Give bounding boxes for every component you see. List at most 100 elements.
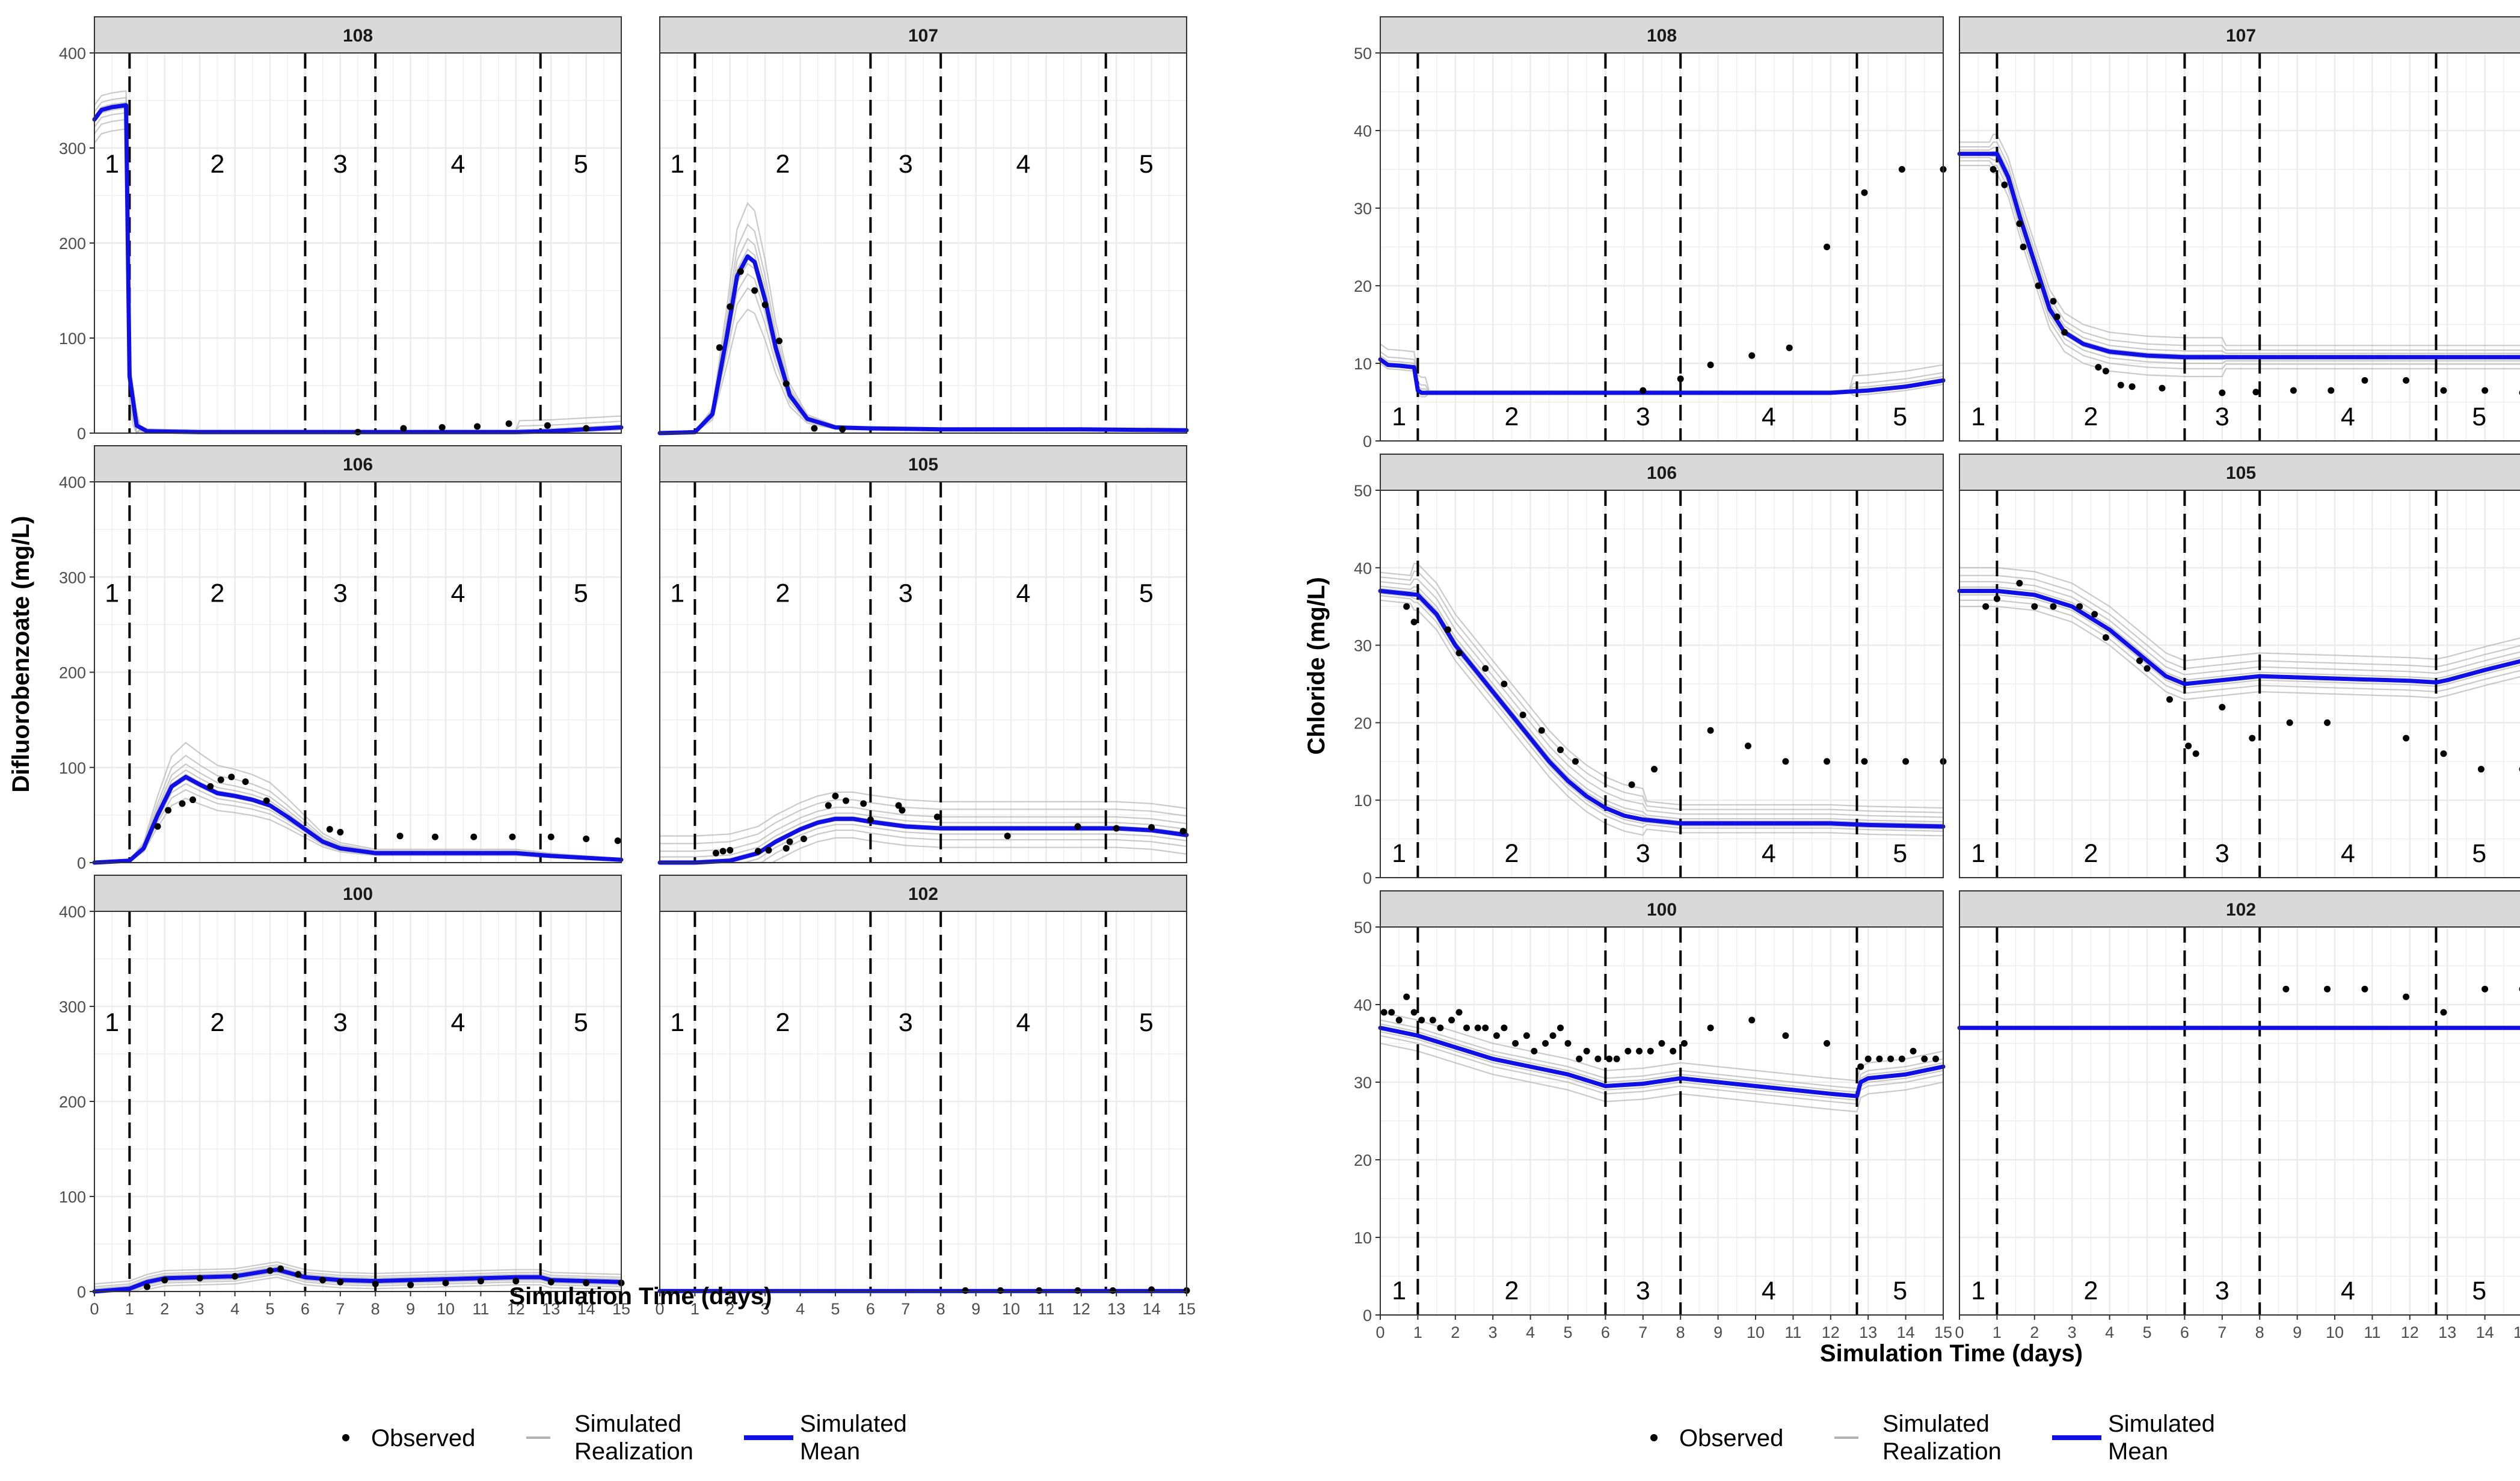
phase-label-2: 2 <box>775 150 790 179</box>
x-tick-label: 9 <box>2293 1323 2302 1341</box>
observed-point <box>2166 696 2173 703</box>
y-tick-label: 50 <box>1354 482 1372 500</box>
observed-point <box>2050 603 2057 610</box>
phase-label-3: 3 <box>2215 402 2230 431</box>
realization-line <box>660 824 1187 864</box>
observed-point <box>1864 1055 1872 1062</box>
legend-realization-label-2: Realization <box>574 1438 693 1465</box>
x-tick-label: 3 <box>2068 1323 2077 1341</box>
observed-points <box>716 268 846 433</box>
observed-point <box>1549 1032 1557 1039</box>
observed-point <box>860 800 867 807</box>
observed-point <box>2185 742 2192 750</box>
y-tick-label: 20 <box>1354 277 1372 295</box>
x-tick-label: 4 <box>796 1300 805 1318</box>
observed-point <box>179 800 186 807</box>
x-tick-label: 13 <box>2438 1323 2456 1341</box>
observed-point <box>2328 387 2335 394</box>
legend-realization-label-1: Simulated <box>1882 1411 1990 1437</box>
phase-label-5: 5 <box>2472 839 2486 868</box>
x-tick-label: 1 <box>125 1300 134 1318</box>
facet-label: 108 <box>343 26 373 46</box>
observed-point <box>933 813 941 821</box>
observed-point <box>1512 1040 1519 1047</box>
phase-label-1: 1 <box>670 1008 684 1037</box>
gridlines <box>93 481 622 864</box>
y-tick-label: 0 <box>1363 433 1372 451</box>
phase-label-1: 1 <box>105 150 119 179</box>
observed-point <box>1824 758 1831 765</box>
gridlines <box>93 910 622 1293</box>
x-tick-label: 0 <box>90 1300 99 1318</box>
phase-label-2: 2 <box>210 1008 224 1037</box>
observed-point <box>1557 1024 1564 1032</box>
x-tick-label: 12 <box>507 1300 525 1318</box>
gridlines <box>659 910 1188 1293</box>
observed-point <box>1640 387 1647 394</box>
observed-point <box>1482 665 1489 672</box>
observed-point <box>266 1267 274 1274</box>
observed-point <box>2440 1009 2447 1016</box>
panel-border <box>659 911 1187 1292</box>
x-tick-label: 12 <box>2401 1323 2419 1341</box>
observed-point <box>1748 352 1756 359</box>
observed-point <box>1410 1009 1418 1016</box>
phase-label-5: 5 <box>1893 839 1907 868</box>
realization-line <box>94 1266 622 1290</box>
legend-observed-key <box>1650 1434 1658 1441</box>
observed-point <box>1606 1055 1613 1062</box>
observed-point <box>751 287 758 294</box>
phase-label-1: 1 <box>670 579 684 608</box>
phase-label-3: 3 <box>333 1008 348 1037</box>
facet-label: 107 <box>908 26 938 46</box>
phase-label-2: 2 <box>210 579 224 608</box>
facet-label: 107 <box>2226 26 2256 46</box>
phase-label-2: 2 <box>1504 1276 1519 1305</box>
observed-point <box>2440 750 2447 757</box>
gridlines <box>1958 489 2520 879</box>
simulated-mean-line <box>92 775 624 865</box>
observed-point <box>2440 387 2447 394</box>
observed-point <box>1651 766 1658 773</box>
observed-point <box>295 1271 302 1278</box>
realization-line <box>94 1273 622 1293</box>
observed-point <box>843 797 850 804</box>
observed-point <box>372 1280 379 1287</box>
x-tick-label: 2 <box>160 1300 169 1318</box>
observed-point <box>1572 758 1579 765</box>
panel-border <box>1380 490 1944 878</box>
phase-label-2: 2 <box>775 579 790 608</box>
observed-point <box>583 425 590 432</box>
y-tick-label: 30 <box>1354 200 1372 218</box>
phase-label-2: 2 <box>1504 402 1519 431</box>
observed-point <box>2102 368 2109 375</box>
y-tick-label: 300 <box>59 140 86 158</box>
panel-border <box>1380 52 1944 442</box>
observed-point <box>1109 1287 1116 1294</box>
x-tick-label: 7 <box>1638 1323 1647 1341</box>
legend: ObservedSimulatedRealizationSimulatedMea… <box>342 1411 907 1465</box>
facet-strip <box>94 445 622 482</box>
realization-line <box>1380 1011 1944 1082</box>
observed-point <box>825 802 832 809</box>
phase-label-1: 1 <box>670 150 684 179</box>
realization-line <box>1959 606 2520 700</box>
y-axis-title: Chloride (mg/L) <box>1303 577 1330 755</box>
x-tick-label: 0 <box>1955 1323 1964 1341</box>
observed-point <box>895 802 902 809</box>
realization-line <box>1380 599 1944 837</box>
observed-point <box>431 833 438 840</box>
realization-line <box>1380 562 1944 809</box>
phase-label-4: 4 <box>1016 579 1030 608</box>
observed-point <box>1857 1063 1864 1070</box>
x-tick-label: 1 <box>1413 1323 1422 1341</box>
x-tick-label: 5 <box>1563 1323 1572 1341</box>
observed-point <box>811 425 818 432</box>
observed-point <box>1982 603 1990 610</box>
observed-point <box>962 1287 969 1294</box>
realizations <box>1380 562 1944 837</box>
x-tick-label: 1 <box>1993 1323 2002 1341</box>
phase-label-4: 4 <box>450 150 465 179</box>
realization-line <box>1380 1023 1944 1093</box>
x-tick-label: 13 <box>1859 1323 1877 1341</box>
